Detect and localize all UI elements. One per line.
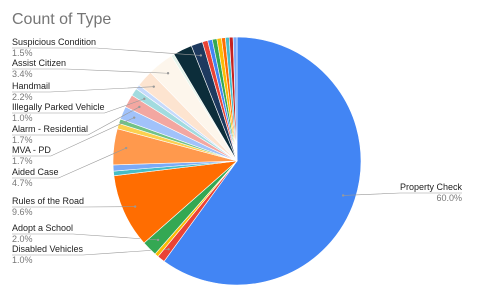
slice-label: Suspicious Condition [12, 37, 96, 47]
slice-label: Alarm - Residential [12, 124, 88, 134]
leader-line [12, 106, 140, 136]
leader-dot [341, 194, 345, 197]
slice-value-label: 1.0% [12, 113, 33, 123]
leader-dot [199, 54, 203, 57]
slice-value-label: 2.2% [12, 92, 33, 102]
leader-dot [124, 146, 128, 150]
slice-value-label: 1.0% [12, 255, 33, 265]
slice-value-label: 1.7% [12, 156, 33, 166]
chart-title: Count of Type [12, 11, 111, 28]
pie-slice [232, 36, 238, 162]
leader-line [12, 47, 201, 56]
slice-label: Adopt a School [12, 223, 73, 233]
slice-value-label: 60.0% [436, 193, 462, 203]
leader-line [12, 248, 169, 256]
leader-dot [138, 105, 141, 109]
leader-line [12, 86, 154, 93]
leader-dot [143, 97, 146, 101]
slice-value-label: 2.0% [12, 234, 33, 244]
slice-value-label: 1.5% [12, 48, 33, 58]
slice-value-label: 1.7% [12, 135, 33, 145]
leader-line [12, 98, 145, 114]
leader-dot [156, 238, 160, 242]
slice-label: Disabled Vehicles [12, 244, 84, 254]
slice-label: Handmail [12, 81, 50, 91]
leader-line [12, 68, 169, 74]
leader-dot [133, 205, 137, 208]
slice-label: Aided Case [12, 167, 59, 177]
slice-value-label: 9.6% [12, 207, 33, 217]
leader-line [12, 117, 135, 157]
slice-label: MVA - PD [12, 145, 51, 155]
leader-dot [167, 247, 170, 251]
leader-dot [152, 85, 155, 88]
pie-slice [113, 160, 238, 244]
leader-line [343, 192, 462, 196]
leader-dot [166, 72, 170, 75]
slice-label: Rules of the Road [12, 196, 84, 206]
leader-dot [132, 116, 136, 119]
slice-value-label: 3.4% [12, 69, 33, 79]
pie-slice [163, 36, 362, 286]
slice-label: Property Check [400, 182, 463, 192]
slice-label: Assist Citizen [12, 58, 66, 68]
leader-line [12, 147, 127, 179]
slice-value-label: 4.7% [12, 178, 33, 188]
slice-label: Illegally Parked Vehicle [12, 102, 105, 112]
leader-line [12, 233, 159, 241]
